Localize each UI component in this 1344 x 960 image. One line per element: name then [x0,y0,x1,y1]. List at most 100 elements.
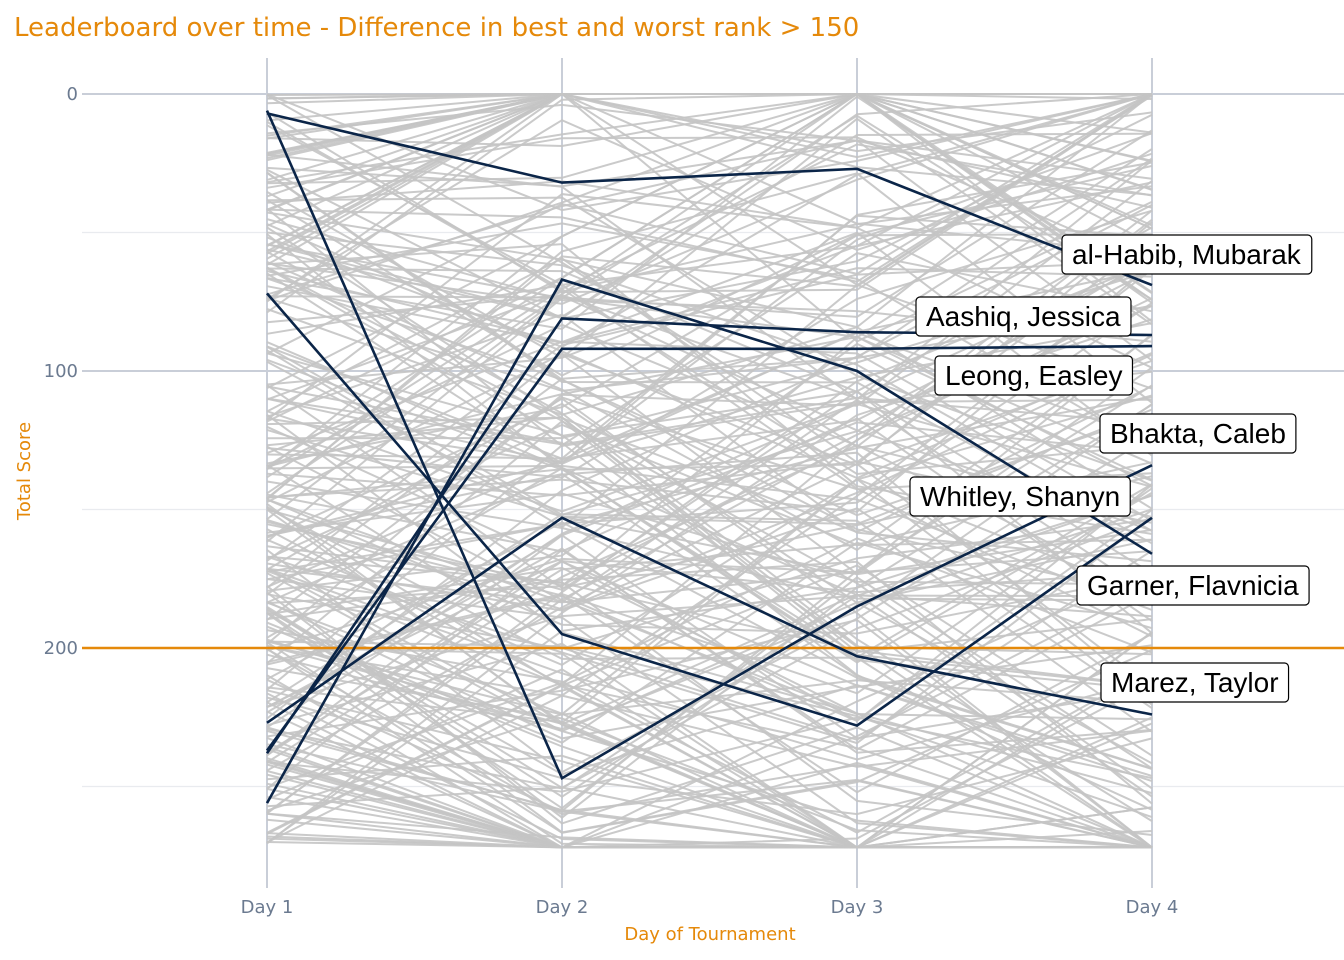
highlight-series-line [266,292,1153,728]
background-series-line [266,233,1153,465]
series-label-text: Bhakta, Caleb [1110,418,1286,449]
background-series-line [266,736,1153,849]
series-label: Garner, Flavnicia [1076,565,1310,606]
series-label-box [909,476,1131,517]
series-label-box [1100,662,1290,703]
background-series-line [266,507,1153,849]
background-series-line [266,567,1153,798]
background-series-line [266,541,1153,744]
background-series-line [266,93,1153,260]
series-label-box [934,355,1134,396]
series-label-box [1061,234,1313,275]
background-series-line [266,92,1153,227]
y-tick-label: 0 [67,84,78,105]
background-series-line [266,277,1153,517]
series-label: Aashiq, Jessica [915,296,1132,337]
chart-title: Leaderboard over time - Difference in be… [14,13,859,43]
background-series-line [266,207,1153,447]
series-labels: al-Habib, Mubarak Aashiq, Jessica Leong, E… [909,234,1313,703]
background-series-line [266,95,1153,331]
background-series-line [266,231,1153,532]
background-series-line [266,157,1153,596]
series-label-box [1076,565,1310,606]
background-series-line [266,221,1153,471]
x-tick-label: Day 2 [536,897,589,918]
highlight-series-line [266,516,1153,724]
background-series-line [266,139,1153,296]
series-label: Leong, Easley [934,355,1134,396]
background-series-line [266,185,1153,401]
background-series-line [266,239,1153,464]
highlight-series-line [265,110,1153,781]
background-series-line [266,534,1153,740]
background-series-line [266,114,1153,543]
series-label-box [915,296,1132,337]
background-series-line [266,513,1153,733]
series-label: al-Habib, Mubarak [1061,234,1313,275]
background-series-line [266,92,1153,495]
background-series-line [266,260,1153,562]
background-series-line [266,226,1153,534]
background-series-line [266,492,1153,586]
background-series-line [266,93,1153,212]
background-series-line [266,129,1153,318]
background-series-line [266,578,1153,849]
background-series-line [266,93,1153,349]
y-tick-label: 200 [44,638,78,659]
background-series-line [266,729,1153,849]
background-series-line [266,477,1153,812]
background-series-line [266,124,1153,286]
background-series-line [266,648,1153,849]
background-series-line [266,161,1153,465]
background-series-line [266,260,1153,552]
x-tick-label: Day 4 [1126,897,1179,918]
background-series-line [266,322,1153,538]
series-label-text: Marez, Taylor [1111,667,1279,698]
background-series-line [266,516,1153,789]
background-series-line [266,564,1153,835]
background-series-line [266,93,1153,386]
background-series-line [266,416,1153,654]
background-series-line [266,308,1153,510]
background-series-line [266,93,1153,329]
background-series-line [266,498,1153,635]
background-series-line [266,550,1153,652]
series-label: Bhakta, Caleb [1099,413,1297,454]
background-series-line [266,692,1152,849]
background-series-line [266,148,1153,605]
series-label-text: Whitley, Shanyn [920,481,1120,512]
background-series-line [266,473,1153,770]
axis-labels: 0 100 200 Day 1 Day 2 Day 3 Day 4 [44,84,1179,918]
background-series-line [266,352,1153,589]
background-series-line [266,413,1153,849]
background-series-line [266,646,1153,849]
background-series-line [266,507,1153,710]
background-series-line [266,250,1153,822]
highlight-series-line [265,344,1153,752]
background-series-line [266,425,1153,783]
highlight-series-line [265,278,1153,804]
series-label-box [1099,413,1297,454]
background-series-line [266,92,1153,255]
highlight-series-line [266,112,1153,287]
background-series-line [266,631,1153,849]
background-series-line [266,196,1153,482]
series-label: Whitley, Shanyn [909,476,1131,517]
x-tick-label: Day 1 [241,897,294,918]
series-label-text: Leong, Easley [945,360,1122,391]
background-series-line [266,443,1153,764]
series-label: Marez, Taylor [1100,662,1290,703]
series-label-text: al-Habib, Mubarak [1072,239,1302,270]
background-series-line [266,428,1153,576]
x-tick-label: Day 3 [831,897,884,918]
background-series-line [266,335,1153,487]
background-series-line [266,464,1153,611]
background-series-line [266,560,1153,805]
series-label-text: Garner, Flavnicia [1087,570,1299,601]
background-series-line [266,93,1153,294]
background-series-line [266,136,1153,266]
background-series-line [266,547,1153,754]
background-series-line [266,93,1153,320]
background-series-line [266,629,1153,834]
